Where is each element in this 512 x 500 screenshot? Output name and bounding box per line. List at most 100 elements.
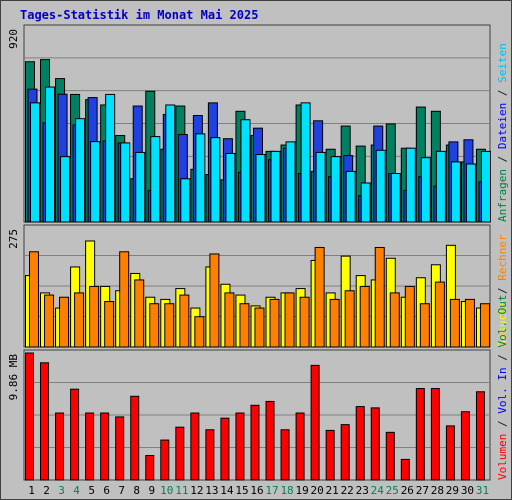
legend-separator: / (496, 414, 509, 434)
x-tick-label-day-1: 1 (28, 484, 35, 497)
bar-volumen-day-11 (175, 426, 185, 481)
bar-seiten-day-28 (435, 150, 446, 223)
bar-seiten-day-6 (105, 93, 116, 223)
bar-volumen-day-20 (310, 364, 320, 481)
bar-rechner-day-7 (119, 251, 130, 348)
legend-separator: / (496, 348, 509, 368)
x-tick-label-day-23: 23 (356, 484, 369, 497)
x-tick-label-day-22: 22 (341, 484, 354, 497)
bar-seiten-day-10 (165, 104, 176, 223)
x-tick-label-day-9: 9 (148, 484, 155, 497)
x-tick-label-day-3: 3 (58, 484, 65, 497)
bar-rechner-day-4 (74, 292, 85, 348)
legend-entry: Vol. In (496, 367, 509, 413)
legend-entry: Besuche (496, 301, 509, 347)
bar-rechner-day-22 (344, 290, 355, 348)
bar-volumen-day-16 (250, 404, 260, 481)
bar-seiten-day-19 (300, 102, 311, 223)
bar-volumen-day-9 (145, 455, 155, 481)
bar-rechner-day-12 (194, 316, 205, 348)
side-legend: Volumen / Vol. In / Vol. Out (496, 295, 509, 480)
bar-seiten-day-2 (45, 86, 56, 223)
bar-volumen-day-4 (70, 388, 80, 481)
bar-seiten-day-14 (225, 152, 236, 223)
bar-rechner-day-11 (179, 294, 190, 348)
bar-rechner-day-16 (254, 307, 265, 348)
bar-volumen-day-31 (475, 391, 485, 481)
bar-volumen-day-24 (370, 407, 380, 481)
chart-title: Tages-Statistik im Monat Mai 2025 (20, 8, 258, 22)
bar-seiten-day-1 (30, 102, 40, 223)
bar-seiten-day-13 (210, 137, 221, 223)
panel-hits: 920 Anfragen / Dateien / Seiten (7, 24, 509, 223)
bar-rechner-day-3 (59, 296, 70, 348)
x-axis-day-labels: 1 2 3 4 5 6 7 8 9 10 11 12 13 14 15 16 17 18 19 20 21 22 23 24 2… (28, 484, 489, 497)
x-tick-label-day-4: 4 (73, 484, 80, 497)
x-tick-label-day-13: 13 (205, 484, 218, 497)
bar-rechner-day-1 (29, 251, 39, 348)
bar-seiten-day-17 (270, 150, 281, 223)
bar-seiten-day-12 (195, 133, 206, 223)
x-tick-label-day-19: 19 (295, 484, 308, 497)
side-legend-text: Volumen / Vol. In / Vol. Out (496, 295, 509, 480)
x-tick-label-day-17: 17 (265, 484, 278, 497)
legend-entry: Rechner (496, 234, 509, 281)
bar-rechner-day-21 (329, 298, 340, 348)
bar-seiten-day-8 (135, 151, 146, 223)
legend-entry: Volumen (496, 434, 509, 480)
x-tick-label-day-21: 21 (326, 484, 339, 497)
x-tick-label-day-10: 10 (160, 484, 173, 497)
x-tick-label-day-12: 12 (190, 484, 203, 497)
x-tick-label-day-7: 7 (118, 484, 125, 497)
side-legend: Besuche / Rechner (496, 234, 509, 347)
x-tick-label-day-25: 25 (386, 484, 399, 497)
bar-rechner-day-29 (449, 298, 460, 348)
x-tick-label-day-29: 29 (446, 484, 459, 497)
legend-entry: Seiten (496, 43, 509, 83)
y-max-label: 9.86 MB (7, 354, 20, 401)
bar-rechner-day-27 (419, 303, 430, 348)
legend-entry: Dateien (496, 103, 509, 149)
legend-separator: / (496, 83, 509, 103)
x-tick-label-day-31: 31 (476, 484, 489, 497)
side-legend-text: Anfragen / Dateien / Seiten (496, 43, 509, 222)
bar-seiten-day-4 (75, 118, 86, 223)
bar-rechner-day-13 (209, 253, 220, 348)
bar-rechner-day-17 (269, 298, 280, 348)
bar-volumen-day-17 (265, 400, 275, 481)
bar-rechner-day-15 (239, 303, 250, 348)
y-max-label: 920 (7, 29, 20, 49)
bar-rechner-day-9 (149, 303, 160, 348)
bar-volumen-day-29 (445, 425, 455, 481)
bar-seiten-day-18 (285, 141, 296, 223)
bar-seiten-day-31 (480, 150, 491, 223)
bar-seiten-day-5 (90, 141, 101, 223)
bar-volumen-day-14 (220, 417, 230, 481)
bar-volumen-day-21 (325, 429, 335, 481)
bar-seiten-day-9 (150, 136, 161, 223)
bar-volumen-day-6 (100, 412, 110, 481)
bar-volumen-day-19 (295, 412, 305, 481)
bar-rechner-day-8 (134, 279, 145, 348)
bar-seiten-day-25 (390, 173, 401, 223)
panel-volume: 9.86 MB Volumen / Vol. In / Vol. Out (7, 295, 509, 481)
bar-rechner-day-18 (284, 292, 295, 348)
x-tick-label-day-2: 2 (43, 484, 50, 497)
side-legend-text: Besuche / Rechner (496, 234, 509, 347)
bar-seiten-day-22 (345, 170, 356, 223)
bar-volumen-day-10 (160, 439, 170, 481)
x-tick-label-day-11: 11 (175, 484, 188, 497)
bar-rechner-day-30 (464, 298, 475, 348)
x-tick-label-day-15: 15 (235, 484, 248, 497)
x-tick-label-day-16: 16 (250, 484, 263, 497)
x-tick-label-day-18: 18 (280, 484, 293, 497)
bar-rechner-day-5 (89, 285, 100, 348)
legend-separator: / (496, 149, 509, 169)
bar-seiten-day-30 (465, 163, 476, 223)
bar-seiten-day-29 (450, 161, 461, 223)
bar-rechner-day-6 (104, 301, 115, 348)
y-max-label: 275 (7, 229, 20, 249)
bar-rechner-day-24 (374, 246, 385, 348)
bar-rechner-day-25 (389, 292, 400, 348)
